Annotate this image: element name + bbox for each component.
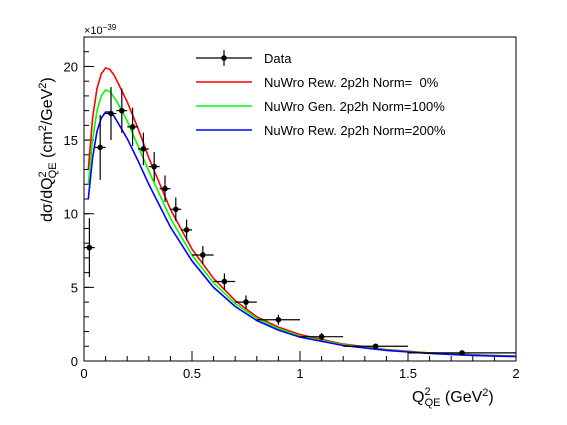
- legend-label: NuWro Gen. 2p2h Norm=100%: [264, 99, 445, 114]
- x-tick-label: 1.5: [399, 366, 417, 381]
- data-point: [170, 197, 182, 222]
- x-tick-label: 2: [512, 366, 519, 381]
- data-point: [408, 350, 516, 356]
- data-point: [116, 88, 128, 133]
- data-point: [138, 132, 149, 166]
- data-point: [235, 295, 257, 309]
- data-point: [213, 273, 236, 290]
- data-marker: [151, 163, 157, 170]
- x-tick-label: 0.5: [183, 366, 201, 381]
- legend-entry: Data: [196, 50, 292, 66]
- legend-label: Data: [264, 51, 292, 66]
- data-points: [84, 87, 516, 356]
- y-tick-label: 0: [71, 354, 78, 369]
- data-point: [148, 151, 160, 182]
- data-marker: [275, 316, 282, 323]
- data-point: [127, 107, 138, 146]
- data-marker: [97, 144, 103, 151]
- legend-entry: NuWro Rew. 2p2h Norm= 0%: [196, 75, 439, 90]
- legend: Data NuWro Rew. 2p2h Norm= 0% NuWro Gen. 2…: [196, 50, 446, 138]
- y-tick-label: 20: [64, 59, 78, 74]
- y-axis: 0 5 10 15 20: [64, 36, 94, 369]
- data-marker: [129, 124, 136, 130]
- data-marker: [183, 227, 190, 233]
- y-tick-label: 5: [71, 280, 78, 295]
- x-axis-label: Q2 QE (GeV2): [412, 386, 494, 409]
- y-axis-exponent: ×10−39: [84, 23, 117, 37]
- data-point: [300, 333, 344, 341]
- y-tick-label: 15: [64, 133, 78, 148]
- data-point: [84, 218, 95, 278]
- x-tick-label: 1: [296, 366, 303, 381]
- data-point: [94, 115, 106, 180]
- y-axis-label: dσ/dQ2QE (cm2/GeV2): [37, 77, 59, 222]
- data-marker: [140, 146, 147, 152]
- data-point: [343, 343, 408, 350]
- data-point: [159, 175, 171, 202]
- legend-entry: NuWro Gen. 2p2h Norm=100%: [196, 99, 445, 114]
- y-tick-label: 10: [64, 207, 78, 222]
- data-marker: [119, 107, 125, 114]
- x-tick-label: 0: [80, 366, 87, 381]
- legend-label: NuWro Rew. 2p2h Norm= 0%: [264, 75, 439, 90]
- legend-entry: NuWro Rew. 2p2h Norm=200%: [196, 123, 446, 138]
- data-marker: [318, 333, 325, 340]
- data-marker: [108, 110, 114, 117]
- data-marker: [459, 350, 465, 356]
- data-marker: [372, 343, 379, 350]
- data-point: [181, 219, 192, 241]
- data-marker: [86, 244, 93, 251]
- data-marker: [200, 252, 206, 258]
- series-line-3: [87, 111, 517, 358]
- legend-swatch-marker: [221, 55, 227, 61]
- data-marker: [162, 185, 168, 192]
- data-point: [105, 87, 117, 141]
- data-point: [256, 314, 300, 325]
- x-axis: 0 0.5 1 1.5 2: [80, 351, 520, 381]
- data-point: [192, 246, 214, 264]
- data-marker: [173, 206, 179, 213]
- legend-label: NuWro Rew. 2p2h Norm=200%: [264, 123, 446, 138]
- data-marker: [221, 278, 228, 285]
- data-marker: [243, 299, 249, 305]
